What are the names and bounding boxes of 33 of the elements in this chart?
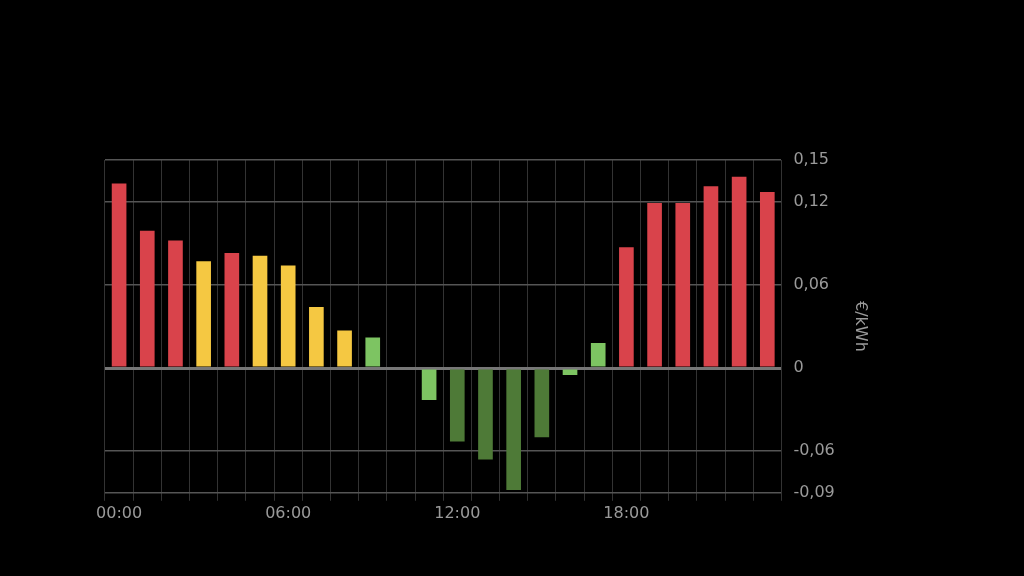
x-tick-label: 06:00: [265, 502, 312, 522]
y-tick-label: -0,06: [793, 440, 835, 460]
y-tick-label: 0,15: [793, 149, 830, 169]
y-tick-label: 0,06: [793, 273, 830, 293]
bar: [196, 261, 211, 367]
x-tick-label: 00:00: [96, 502, 143, 522]
bar: [365, 337, 381, 367]
bar: [224, 252, 240, 367]
bar: [619, 247, 634, 367]
y-tick-label: 0,12: [793, 190, 830, 210]
y-tick-label: 0: [793, 357, 804, 377]
bar: [280, 265, 296, 367]
bar: [421, 369, 437, 400]
bar: [478, 369, 493, 460]
bar: [703, 186, 719, 367]
bar: [506, 369, 521, 491]
bar: [675, 202, 691, 367]
x-tick-label: 18:00: [603, 502, 650, 522]
bar: [590, 343, 606, 367]
bar: [647, 202, 662, 367]
y-axis-title: €/kWh: [852, 301, 872, 352]
bar: [309, 306, 324, 367]
bar: [449, 369, 465, 442]
bar: [168, 240, 183, 367]
bar: [534, 369, 550, 438]
x-tick-label: 12:00: [434, 502, 481, 522]
y-tick-label: -0,09: [793, 481, 835, 501]
bar: [252, 255, 268, 367]
bar: [731, 176, 747, 367]
bar: [139, 230, 155, 367]
bar: [759, 191, 775, 367]
bar: [337, 330, 352, 367]
bar: [111, 183, 127, 367]
